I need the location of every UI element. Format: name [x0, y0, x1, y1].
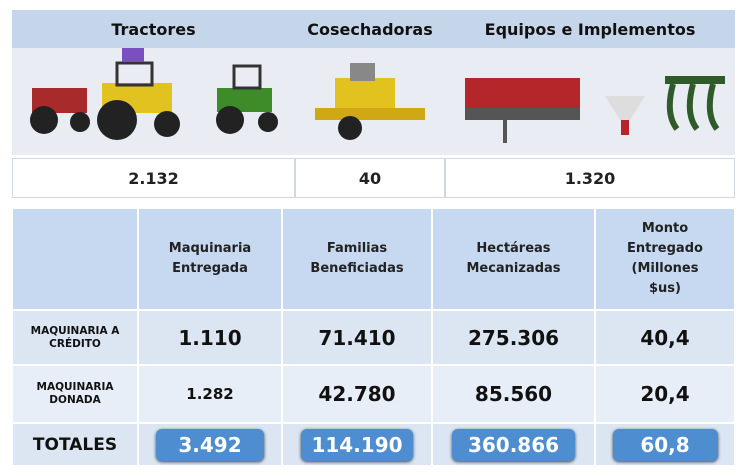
total-badge: 3.492	[156, 429, 264, 461]
cell: 40,4	[595, 310, 735, 365]
total-badge: 360.866	[452, 429, 574, 461]
cell: 85.560	[432, 365, 595, 423]
totals-cell: 60,8	[595, 423, 735, 466]
cell: 1.110	[138, 310, 282, 365]
cell: 42.780	[282, 365, 432, 423]
count: 1.320	[445, 158, 735, 198]
count: 40	[295, 158, 445, 198]
column-header: Monto Entregado (Millones $us)	[595, 208, 735, 310]
total-badge: 114.190	[301, 429, 414, 461]
cell: 71.410	[282, 310, 432, 365]
total-badge: 60,8	[613, 429, 718, 461]
column-header: Familias Beneficiadas	[282, 208, 432, 310]
page: Tractores Cosechadoras Equipos e Impleme…	[0, 0, 750, 476]
header: Cosechadoras	[295, 10, 445, 48]
equipment-icons	[445, 48, 735, 155]
column-header: Maquinaria Entregada	[138, 208, 282, 310]
totals-cell: 114.190	[282, 423, 432, 466]
row-label: MAQUINARIA DONADA	[12, 365, 138, 423]
count: 2.132	[12, 158, 295, 198]
harvester-image	[295, 48, 445, 155]
totals-label: TOTALES	[12, 423, 138, 466]
column-header: Hectáreas Mecanizadas	[432, 208, 595, 310]
harvester-icon	[295, 48, 445, 155]
equipment-image	[445, 48, 735, 155]
header: Tractores	[12, 10, 295, 48]
tractor-icons	[12, 48, 295, 155]
totals-cell: 360.866	[432, 423, 595, 466]
totals-cell: 3.492	[138, 423, 282, 466]
row-label: MAQUINARIA A CRÉDITO	[12, 310, 138, 365]
header: Equipos e Implementos	[445, 10, 735, 48]
cell: 20,4	[595, 365, 735, 423]
tractor-image	[12, 48, 295, 155]
cell: 275.306	[432, 310, 595, 365]
corner-cell	[12, 208, 138, 310]
cell: 1.282	[138, 365, 282, 423]
